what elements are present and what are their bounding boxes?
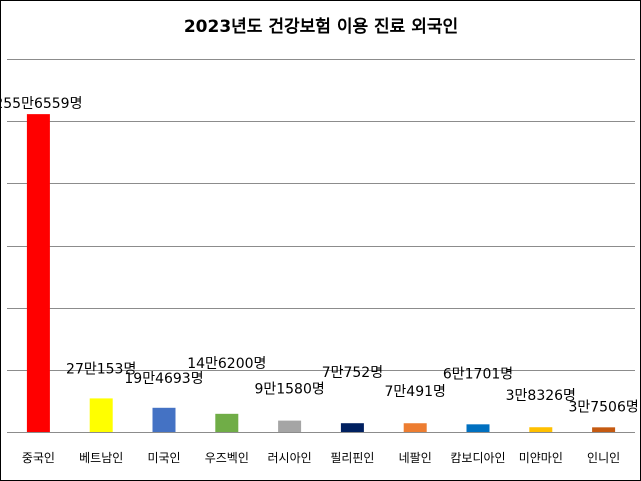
bar — [529, 427, 553, 432]
data-label: 6만1701명 — [443, 366, 513, 382]
category-label: 베트남인 — [79, 451, 123, 465]
category-label: 우즈벡인 — [205, 451, 249, 465]
data-label: 9만1580명 — [254, 382, 324, 398]
data-label: 7만491명 — [385, 384, 446, 400]
bar — [466, 424, 490, 432]
data-label: 14만6200명 — [187, 356, 266, 372]
data-label: 3만7506명 — [568, 399, 638, 415]
data-label: 19만4693명 — [124, 371, 203, 387]
bar — [592, 427, 616, 432]
category-label: 필리핀인 — [330, 451, 374, 465]
category-label: 인니인 — [587, 451, 620, 465]
bar — [278, 420, 302, 432]
category-label: 미국인 — [147, 451, 180, 465]
bar — [340, 423, 364, 432]
data-label: 255만6559명 — [1, 96, 82, 112]
chart-title: 2023년도 건강보험 이용 진료 외국인 — [184, 16, 458, 37]
data-label: 27만153명 — [66, 361, 136, 377]
bar — [403, 423, 427, 432]
data-label: 3만8326명 — [506, 388, 576, 404]
bar — [26, 114, 50, 433]
bar — [215, 413, 239, 432]
bar — [152, 407, 176, 432]
data-label: 7만752명 — [322, 365, 383, 381]
category-label: 러시아인 — [268, 451, 312, 465]
bar — [89, 398, 113, 432]
category-label: 네팔인 — [399, 451, 432, 465]
category-label: 캄보디아인 — [450, 451, 505, 465]
category-label: 미얀마인 — [519, 451, 563, 465]
category-label: 중국인 — [22, 451, 55, 465]
